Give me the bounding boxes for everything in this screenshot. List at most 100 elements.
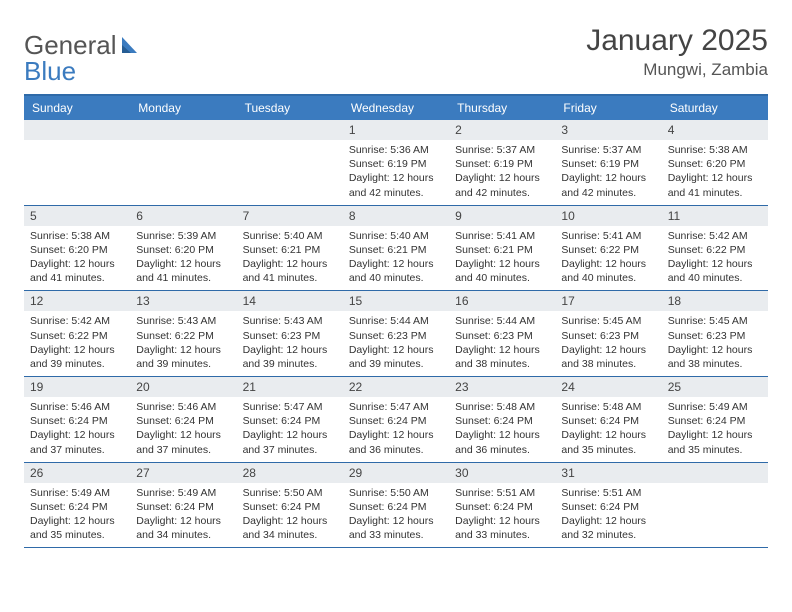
- daylight-text: and 37 minutes.: [136, 443, 230, 457]
- sunrise-text: Sunrise: 5:48 AM: [561, 400, 655, 414]
- day-details: Sunrise: 5:50 AMSunset: 6:24 PMDaylight:…: [343, 483, 449, 548]
- day-cell: 5Sunrise: 5:38 AMSunset: 6:20 PMDaylight…: [24, 206, 130, 291]
- day-details: Sunrise: 5:50 AMSunset: 6:24 PMDaylight:…: [237, 483, 343, 548]
- daylight-text: Daylight: 12 hours: [668, 171, 762, 185]
- day-number: 19: [24, 377, 130, 397]
- day-cell: 7Sunrise: 5:40 AMSunset: 6:21 PMDaylight…: [237, 206, 343, 291]
- daylight-text: and 42 minutes.: [561, 186, 655, 200]
- sunrise-text: Sunrise: 5:40 AM: [349, 229, 443, 243]
- weekday-header: Wednesday: [343, 96, 449, 120]
- sail-icon: [119, 35, 141, 55]
- sunrise-text: Sunrise: 5:49 AM: [668, 400, 762, 414]
- daylight-text: Daylight: 12 hours: [561, 428, 655, 442]
- day-details: Sunrise: 5:38 AMSunset: 6:20 PMDaylight:…: [24, 226, 130, 291]
- sunset-text: Sunset: 6:24 PM: [349, 414, 443, 428]
- weekday-header: Friday: [555, 96, 661, 120]
- week-row: 19Sunrise: 5:46 AMSunset: 6:24 PMDayligh…: [24, 377, 768, 463]
- daylight-text: Daylight: 12 hours: [136, 343, 230, 357]
- daylight-text: and 40 minutes.: [349, 271, 443, 285]
- sunset-text: Sunset: 6:20 PM: [668, 157, 762, 171]
- sunrise-text: Sunrise: 5:45 AM: [561, 314, 655, 328]
- day-cell: 22Sunrise: 5:47 AMSunset: 6:24 PMDayligh…: [343, 377, 449, 462]
- day-details: Sunrise: 5:39 AMSunset: 6:20 PMDaylight:…: [130, 226, 236, 291]
- day-number: 1: [343, 120, 449, 140]
- daylight-text: Daylight: 12 hours: [243, 514, 337, 528]
- daylight-text: and 34 minutes.: [136, 528, 230, 542]
- day-details: Sunrise: 5:37 AMSunset: 6:19 PMDaylight:…: [449, 140, 555, 205]
- sunset-text: Sunset: 6:24 PM: [30, 414, 124, 428]
- day-cell: 8Sunrise: 5:40 AMSunset: 6:21 PMDaylight…: [343, 206, 449, 291]
- daylight-text: Daylight: 12 hours: [349, 428, 443, 442]
- daylight-text: Daylight: 12 hours: [561, 257, 655, 271]
- day-cell: 2Sunrise: 5:37 AMSunset: 6:19 PMDaylight…: [449, 120, 555, 205]
- daylight-text: Daylight: 12 hours: [455, 257, 549, 271]
- daylight-text: and 32 minutes.: [561, 528, 655, 542]
- day-cell: 10Sunrise: 5:41 AMSunset: 6:22 PMDayligh…: [555, 206, 661, 291]
- sunset-text: Sunset: 6:23 PM: [455, 329, 549, 343]
- daylight-text: and 39 minutes.: [136, 357, 230, 371]
- sunrise-text: Sunrise: 5:44 AM: [349, 314, 443, 328]
- week-row: 12Sunrise: 5:42 AMSunset: 6:22 PMDayligh…: [24, 291, 768, 377]
- sunset-text: Sunset: 6:20 PM: [30, 243, 124, 257]
- day-number: 26: [24, 463, 130, 483]
- daylight-text: Daylight: 12 hours: [349, 171, 443, 185]
- daylight-text: and 39 minutes.: [349, 357, 443, 371]
- day-number: 8: [343, 206, 449, 226]
- day-number: 5: [24, 206, 130, 226]
- day-cell: [130, 120, 236, 205]
- day-cell: 27Sunrise: 5:49 AMSunset: 6:24 PMDayligh…: [130, 463, 236, 548]
- day-cell: 12Sunrise: 5:42 AMSunset: 6:22 PMDayligh…: [24, 291, 130, 376]
- sunset-text: Sunset: 6:23 PM: [668, 329, 762, 343]
- day-cell: 31Sunrise: 5:51 AMSunset: 6:24 PMDayligh…: [555, 463, 661, 548]
- daylight-text: and 38 minutes.: [668, 357, 762, 371]
- day-cell: 13Sunrise: 5:43 AMSunset: 6:22 PMDayligh…: [130, 291, 236, 376]
- sunrise-text: Sunrise: 5:47 AM: [349, 400, 443, 414]
- day-number: 31: [555, 463, 661, 483]
- daylight-text: Daylight: 12 hours: [668, 428, 762, 442]
- day-number: 24: [555, 377, 661, 397]
- daylight-text: and 33 minutes.: [455, 528, 549, 542]
- day-details: Sunrise: 5:38 AMSunset: 6:20 PMDaylight:…: [662, 140, 768, 205]
- sunrise-text: Sunrise: 5:46 AM: [30, 400, 124, 414]
- sunrise-text: Sunrise: 5:41 AM: [561, 229, 655, 243]
- daylight-text: and 38 minutes.: [561, 357, 655, 371]
- day-cell: [662, 463, 768, 548]
- daylight-text: Daylight: 12 hours: [243, 257, 337, 271]
- sunset-text: Sunset: 6:24 PM: [561, 414, 655, 428]
- daylight-text: Daylight: 12 hours: [243, 428, 337, 442]
- day-cell: 20Sunrise: 5:46 AMSunset: 6:24 PMDayligh…: [130, 377, 236, 462]
- day-number: 15: [343, 291, 449, 311]
- day-details: Sunrise: 5:48 AMSunset: 6:24 PMDaylight:…: [449, 397, 555, 462]
- day-cell: 6Sunrise: 5:39 AMSunset: 6:20 PMDaylight…: [130, 206, 236, 291]
- week-row: 5Sunrise: 5:38 AMSunset: 6:20 PMDaylight…: [24, 206, 768, 292]
- day-cell: 30Sunrise: 5:51 AMSunset: 6:24 PMDayligh…: [449, 463, 555, 548]
- location-subtitle: Mungwi, Zambia: [586, 60, 768, 80]
- day-details: Sunrise: 5:37 AMSunset: 6:19 PMDaylight:…: [555, 140, 661, 205]
- day-details: [662, 483, 768, 543]
- day-number: [24, 120, 130, 140]
- day-cell: 25Sunrise: 5:49 AMSunset: 6:24 PMDayligh…: [662, 377, 768, 462]
- day-cell: 21Sunrise: 5:47 AMSunset: 6:24 PMDayligh…: [237, 377, 343, 462]
- daylight-text: and 37 minutes.: [30, 443, 124, 457]
- day-number: 6: [130, 206, 236, 226]
- daylight-text: and 41 minutes.: [668, 186, 762, 200]
- sunset-text: Sunset: 6:19 PM: [561, 157, 655, 171]
- header: General January 2025 Mungwi, Zambia: [24, 24, 768, 80]
- day-number: 18: [662, 291, 768, 311]
- day-number: 14: [237, 291, 343, 311]
- daylight-text: and 35 minutes.: [668, 443, 762, 457]
- sunset-text: Sunset: 6:24 PM: [136, 414, 230, 428]
- daylight-text: Daylight: 12 hours: [30, 343, 124, 357]
- day-details: Sunrise: 5:49 AMSunset: 6:24 PMDaylight:…: [24, 483, 130, 548]
- daylight-text: Daylight: 12 hours: [455, 428, 549, 442]
- day-cell: 26Sunrise: 5:49 AMSunset: 6:24 PMDayligh…: [24, 463, 130, 548]
- sunset-text: Sunset: 6:22 PM: [561, 243, 655, 257]
- sunrise-text: Sunrise: 5:40 AM: [243, 229, 337, 243]
- day-number: 28: [237, 463, 343, 483]
- sunrise-text: Sunrise: 5:42 AM: [30, 314, 124, 328]
- day-details: Sunrise: 5:51 AMSunset: 6:24 PMDaylight:…: [555, 483, 661, 548]
- daylight-text: and 41 minutes.: [243, 271, 337, 285]
- day-details: Sunrise: 5:41 AMSunset: 6:22 PMDaylight:…: [555, 226, 661, 291]
- weekday-header-row: Sunday Monday Tuesday Wednesday Thursday…: [24, 96, 768, 120]
- daylight-text: and 36 minutes.: [349, 443, 443, 457]
